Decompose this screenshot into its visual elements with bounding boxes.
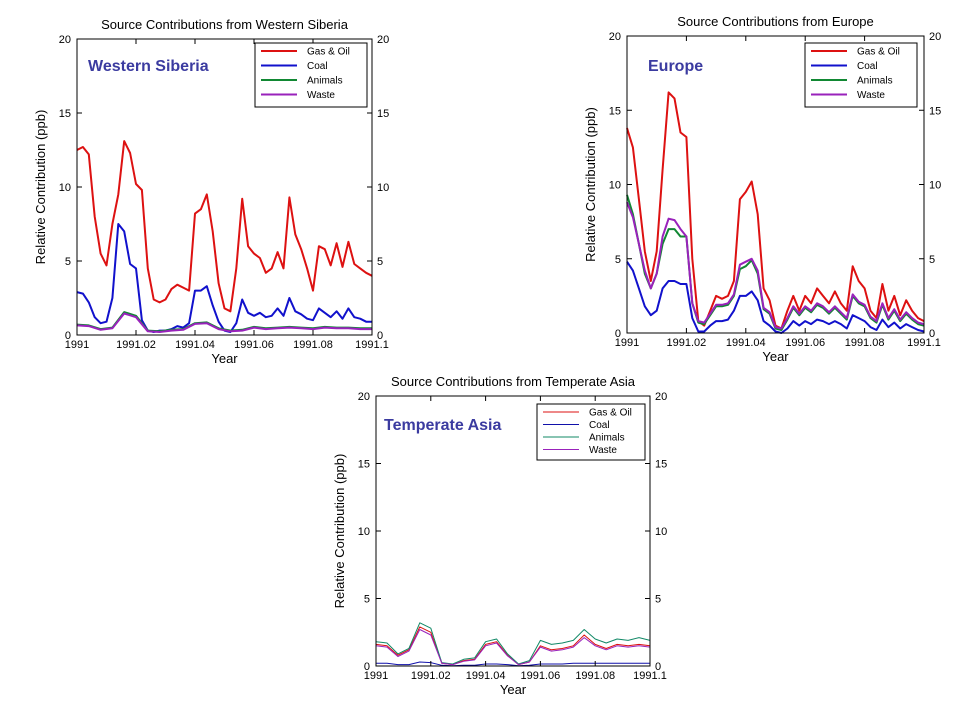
chart-panel-2: Source Contributions from Europe 1991 1991… xyxy=(583,14,941,364)
y-tick-label: 0 xyxy=(65,330,71,342)
series-line-waste xyxy=(626,201,925,330)
x-tick-label: 1991 xyxy=(615,337,639,349)
legend-label: Gas & Oil xyxy=(307,47,350,58)
y-tick-label-right: 15 xyxy=(377,108,389,120)
legend: Gas & Oil Coal Animals Waste xyxy=(254,42,368,108)
series-line-coal xyxy=(376,661,650,667)
x-tick-label: 1991.04 xyxy=(466,670,506,682)
y-tick-label: 5 xyxy=(615,254,621,266)
region-label: Temperate Asia xyxy=(384,417,501,434)
y-tick-label-right: 5 xyxy=(929,254,935,266)
y-tick-label: 0 xyxy=(615,328,621,340)
y-tick-label: 20 xyxy=(358,391,370,403)
series-line-gas-oil xyxy=(76,140,373,313)
legend-box xyxy=(804,42,918,108)
x-tick-label: 1991.1 xyxy=(633,670,667,682)
x-tick-label: 1991.06 xyxy=(785,337,825,349)
legend-label: Coal xyxy=(307,61,328,72)
y-axis-label: Relative Contribution (ppb) xyxy=(33,110,48,265)
x-tick-label: 1991.06 xyxy=(234,339,274,351)
chart-title: Source Contributions from Temperate Asia xyxy=(391,374,636,389)
y-axis-label: Relative Contribution (ppb) xyxy=(583,107,598,262)
legend-box xyxy=(536,403,646,461)
region-label: Europe xyxy=(648,58,703,75)
y-tick-label-right: 20 xyxy=(929,31,941,43)
x-tick-label: 1991.04 xyxy=(726,337,766,349)
y-tick-label: 10 xyxy=(358,526,370,538)
x-axis-label: Year xyxy=(762,349,789,364)
y-tick-label-right: 5 xyxy=(377,256,383,268)
y-tick-label-right: 20 xyxy=(655,391,667,403)
series-line-animals xyxy=(375,622,651,665)
y-tick-label-right: 15 xyxy=(655,459,667,471)
y-tick-label-right: 10 xyxy=(929,180,941,192)
x-tick-label: 1991.1 xyxy=(907,337,941,349)
series-group xyxy=(375,622,651,667)
series-line-coal xyxy=(626,261,925,334)
x-axis-label: Year xyxy=(211,351,238,366)
legend-label: Waste xyxy=(307,90,335,101)
y-tick-label-right: 0 xyxy=(655,661,661,673)
x-tick-label: 1991.08 xyxy=(575,670,615,682)
x-tick-label: 1991.1 xyxy=(355,339,389,351)
x-tick-label: 1991.04 xyxy=(175,339,215,351)
y-axis-label: Relative Contribution (ppb) xyxy=(332,454,347,609)
y-tick-label-right: 15 xyxy=(929,105,941,117)
legend-label: Waste xyxy=(589,445,617,456)
chart-panel-3: Source Contributions from Temperate Asia… xyxy=(332,374,667,697)
y-tick-label: 15 xyxy=(609,105,621,117)
y-tick-label-right: 0 xyxy=(377,330,383,342)
y-tick-label: 15 xyxy=(358,459,370,471)
series-group xyxy=(76,140,373,333)
x-tick-label: 1991.08 xyxy=(845,337,885,349)
legend-box xyxy=(254,42,368,108)
legend-label: Animals xyxy=(857,76,893,87)
region-label: Western Siberia xyxy=(88,58,209,75)
y-tick-label-right: 5 xyxy=(655,594,661,606)
y-tick-label: 0 xyxy=(364,661,370,673)
legend: Gas & Oil Coal Animals Waste xyxy=(804,42,918,108)
y-tick-label: 10 xyxy=(609,180,621,192)
legend-label: Gas & Oil xyxy=(589,408,632,419)
legend-label: Animals xyxy=(307,76,343,87)
y-tick-label: 10 xyxy=(59,182,71,194)
series-line-waste xyxy=(76,312,372,333)
x-tick-label: 1991.02 xyxy=(667,337,707,349)
legend-label: Coal xyxy=(857,61,878,72)
y-tick-label: 20 xyxy=(59,34,71,46)
x-tick-label: 1991.02 xyxy=(411,670,451,682)
y-tick-label: 5 xyxy=(65,256,71,268)
series-line-gas-oil xyxy=(626,91,925,330)
y-tick-label: 5 xyxy=(364,594,370,606)
chart-title: Source Contributions from Europe xyxy=(677,14,874,29)
y-tick-label-right: 0 xyxy=(929,328,935,340)
legend-label: Waste xyxy=(857,90,885,101)
series-line-animals xyxy=(626,194,925,331)
legend-label: Gas & Oil xyxy=(857,47,900,58)
legend-label: Coal xyxy=(589,420,610,431)
y-tick-label: 15 xyxy=(59,108,71,120)
chart-panel-1: Source Contributions from Western Siberi… xyxy=(33,17,389,366)
y-tick-label: 20 xyxy=(609,31,621,43)
y-tick-label-right: 20 xyxy=(377,34,389,46)
x-tick-label: 1991 xyxy=(364,670,388,682)
legend-label: Animals xyxy=(589,433,625,444)
y-tick-label-right: 10 xyxy=(655,526,667,538)
x-tick-label: 1991 xyxy=(65,339,89,351)
series-line-waste xyxy=(375,629,651,666)
x-tick-label: 1991.08 xyxy=(293,339,333,351)
y-tick-label-right: 10 xyxy=(377,182,389,194)
x-axis-label: Year xyxy=(500,682,527,697)
x-tick-label: 1991.02 xyxy=(116,339,156,351)
chart-title: Source Contributions from Western Siberi… xyxy=(101,17,349,32)
series-group xyxy=(626,91,925,334)
x-tick-label: 1991.06 xyxy=(521,670,561,682)
